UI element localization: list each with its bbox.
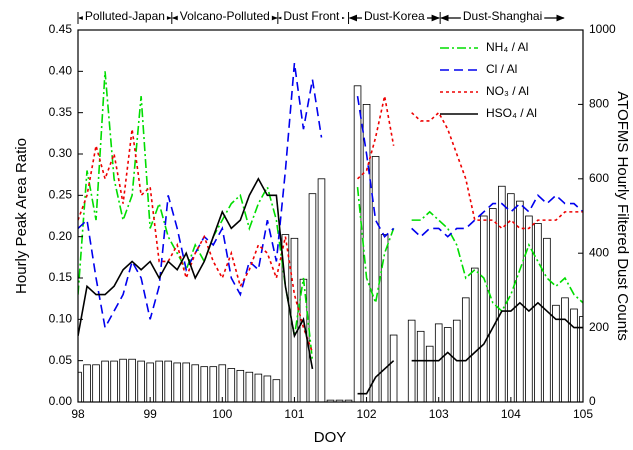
- y-tick-label: 0.45: [49, 22, 73, 36]
- bar: [389, 334, 398, 402]
- region-label-bg: [177, 9, 272, 24]
- bar: [552, 304, 560, 402]
- plot-layer: [78, 62, 583, 402]
- bar: [182, 362, 190, 402]
- bar: [498, 185, 506, 402]
- series-line: [78, 62, 583, 330]
- bar: [561, 297, 569, 402]
- region-label: Dust-Korea: [364, 9, 425, 23]
- legend-text: HSO₄ / Al: [486, 106, 537, 120]
- bar: [335, 399, 344, 402]
- bar: [254, 373, 263, 402]
- legend-text: Cl / Al: [486, 62, 517, 76]
- x-tick-label: 100: [212, 407, 232, 421]
- bar: [308, 193, 317, 402]
- y2-tick-label: 200: [589, 320, 609, 334]
- bar: [443, 327, 452, 402]
- bar: [155, 360, 163, 402]
- bar: [83, 364, 91, 402]
- y-tick-label: 0.30: [49, 146, 73, 160]
- x-tick-label: 102: [357, 407, 377, 421]
- bar: [344, 399, 353, 402]
- bar: [92, 364, 100, 402]
- y2-tick-label: 1000: [589, 22, 616, 36]
- bar: [110, 360, 118, 402]
- bar: [480, 215, 488, 402]
- bar: [380, 234, 389, 402]
- bar: [362, 104, 371, 402]
- bar: [101, 360, 109, 402]
- bar: [200, 366, 209, 402]
- bar: [425, 345, 434, 402]
- region-label: Polluted-Japan: [85, 9, 165, 23]
- bar: [570, 308, 578, 402]
- bar: [461, 297, 470, 402]
- bar: [326, 399, 335, 402]
- bar: [371, 156, 380, 402]
- y2-tick-label: 800: [589, 97, 609, 111]
- y2-tick-label: 600: [589, 171, 609, 185]
- bar: [317, 178, 326, 402]
- x-tick-label: 98: [71, 407, 85, 421]
- y-axis-title: Hourly Peak Area Ratio: [13, 138, 30, 294]
- y2-axis-title: ATOFMS Hourly Filtered Dust Counts: [614, 91, 631, 341]
- y-tick-label: 0.25: [49, 188, 73, 202]
- bar: [516, 200, 524, 402]
- bar: [128, 358, 136, 402]
- bar: [543, 237, 551, 402]
- series-line: [78, 95, 583, 353]
- x-tick-label: 99: [143, 407, 157, 421]
- x-tick-label: 104: [501, 407, 521, 421]
- x-axis-title: DOY: [314, 429, 347, 446]
- bar: [263, 375, 272, 402]
- region-label-bg: [82, 9, 167, 24]
- bar: [191, 364, 200, 402]
- region-label: Dust-Shanghai: [463, 9, 542, 23]
- y-tick-label: 0.35: [49, 105, 73, 119]
- x-tick-label: 105: [573, 407, 593, 421]
- bar: [164, 360, 172, 402]
- bar: [119, 358, 127, 402]
- bar: [137, 360, 145, 402]
- region-label-bg: [361, 9, 428, 24]
- bar: [416, 330, 425, 402]
- region-label-bg: [460, 9, 545, 24]
- region-label: Volcano-Polluted: [180, 9, 270, 23]
- bar: [78, 371, 82, 402]
- y-tick-label: 0.15: [49, 270, 73, 284]
- bar: [236, 369, 245, 402]
- bar: [146, 362, 154, 402]
- series-line: [78, 71, 583, 361]
- bar: [245, 371, 254, 402]
- y-tick-label: 0.05: [49, 353, 73, 367]
- bar: [173, 362, 181, 402]
- legend-text: NH₄ / Al: [486, 40, 528, 54]
- y2-tick-label: 0: [589, 394, 596, 408]
- bar: [218, 364, 227, 402]
- bar: [272, 379, 281, 402]
- bar: [471, 267, 479, 402]
- bar: [227, 368, 236, 402]
- y-tick-label: 0.00: [49, 394, 73, 408]
- y-tick-label: 0.10: [49, 312, 73, 326]
- region-label-bg: [281, 9, 343, 24]
- bar: [281, 234, 290, 402]
- series-line: [78, 177, 583, 395]
- y-tick-label: 0.40: [49, 64, 73, 78]
- y2-tick-label: 400: [589, 245, 609, 259]
- plot-frame: [77, 29, 584, 403]
- legend-text: NO₃ / Al: [486, 84, 529, 98]
- x-tick-label: 103: [429, 407, 449, 421]
- x-tick-label: 101: [284, 407, 304, 421]
- bar: [209, 366, 218, 402]
- bar: [353, 85, 362, 402]
- bar: [434, 323, 443, 402]
- bar: [534, 223, 542, 402]
- region-label: Dust Front: [283, 9, 340, 23]
- bar: [507, 193, 515, 402]
- y-tick-label: 0.20: [49, 229, 73, 243]
